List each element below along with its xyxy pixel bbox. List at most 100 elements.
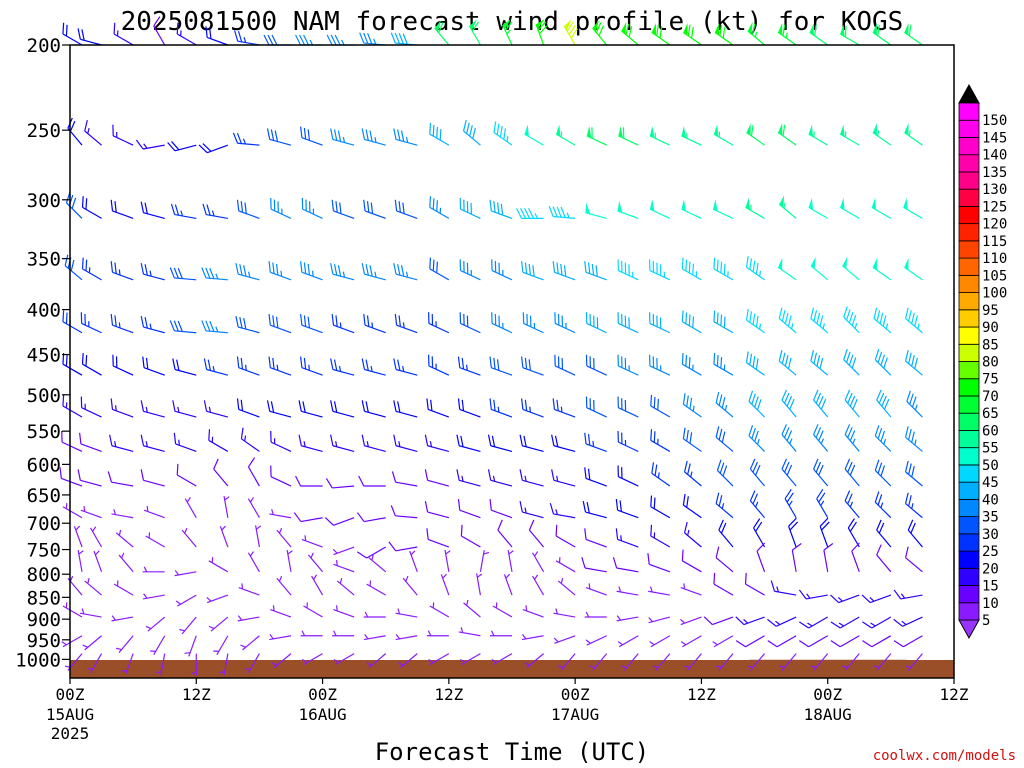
- wind-barb: [781, 458, 797, 487]
- wind-barb: [361, 434, 386, 453]
- wind-barb: [713, 572, 734, 596]
- ground-segment: [401, 660, 434, 678]
- wind-barb: [330, 400, 355, 418]
- wind-barb: [208, 429, 229, 452]
- wind-barb: [617, 312, 639, 334]
- wind-barb: [904, 460, 923, 487]
- wind-barb: [458, 627, 481, 637]
- wind-barb: [112, 354, 134, 376]
- wind-barb: [521, 261, 544, 281]
- wind-barb: [748, 390, 765, 418]
- wind-barb: [301, 197, 323, 219]
- wind-barb: [426, 528, 450, 548]
- wind-barb: [904, 123, 923, 146]
- wind-barb: [904, 307, 923, 334]
- wind-barb: [424, 469, 450, 487]
- wind-barb: [90, 526, 103, 548]
- wind-barb: [311, 574, 324, 596]
- colorbar-swatch: [958, 361, 980, 380]
- wind-barb: [80, 312, 102, 334]
- wind-barb: [532, 551, 545, 573]
- wind-barb: [507, 550, 514, 572]
- ground-segment: [70, 660, 86, 678]
- y-tick-label: 500: [27, 385, 61, 407]
- wind-barb: [333, 605, 355, 618]
- wind-barb: [388, 541, 418, 552]
- wind-barb: [649, 312, 671, 334]
- wind-barb: [777, 257, 797, 281]
- colorbar-label: 125: [982, 199, 1007, 215]
- x-tick-label: 00Z: [56, 685, 85, 704]
- x-tick-date: 16AUG: [298, 705, 346, 724]
- wind-barb: [516, 208, 544, 220]
- wind-barb: [528, 519, 545, 548]
- wind-barb: [784, 489, 797, 519]
- colorbar-label: 75: [982, 372, 999, 388]
- credit-text: coolwx.com/models: [873, 748, 1016, 764]
- plot-background: [70, 45, 954, 678]
- wind-barb: [358, 475, 386, 487]
- wind-barb: [456, 469, 481, 487]
- wind-barb: [554, 354, 576, 376]
- wind-barb: [532, 574, 545, 596]
- colorbar-label: 65: [982, 406, 999, 422]
- wind-barb: [648, 586, 670, 596]
- colorbar-swatch: [958, 464, 980, 483]
- wind-barb: [893, 589, 923, 600]
- wind-barb: [615, 499, 639, 519]
- x-tick-label: 12Z: [687, 685, 716, 704]
- y-tick-label: 200: [27, 35, 61, 57]
- wind-barb: [330, 358, 355, 376]
- y-tick-label: 950: [27, 630, 61, 652]
- y-tick-label: 350: [27, 249, 61, 271]
- wind-barb: [778, 307, 797, 334]
- wind-barb: [113, 580, 134, 596]
- wind-barb: [109, 434, 134, 453]
- ground-segment: [780, 659, 812, 678]
- wind-barb: [823, 542, 834, 572]
- wind-barb: [363, 611, 386, 618]
- wind-barb: [584, 432, 607, 452]
- wind-barb: [490, 630, 512, 637]
- ground-segment: [85, 660, 118, 678]
- wind-barb: [810, 256, 829, 281]
- wind-barb: [872, 257, 892, 281]
- y-tick-label: 300: [27, 190, 61, 212]
- wind-barb: [810, 350, 829, 376]
- wind-barb: [904, 257, 923, 281]
- ground-segment: [843, 659, 876, 678]
- wind-barb: [519, 434, 544, 453]
- wind-barb: [715, 492, 734, 519]
- wind-barb: [270, 605, 292, 618]
- wind-barb: [712, 635, 734, 648]
- wind-barb: [903, 197, 923, 219]
- wind-barb: [266, 128, 292, 146]
- wind-barb: [409, 550, 418, 573]
- wind-barb: [460, 524, 481, 548]
- wind-barb: [808, 124, 829, 146]
- wind-barb: [489, 199, 513, 219]
- wind-barb: [269, 509, 292, 519]
- wind-barb: [813, 458, 829, 487]
- wind-barb: [121, 653, 134, 675]
- wind-barb: [874, 425, 892, 452]
- ground-segment: [906, 660, 939, 678]
- wind-barb: [548, 205, 576, 220]
- wind-barb: [77, 550, 84, 572]
- wind-barb: [680, 635, 702, 648]
- wind-barb: [746, 123, 765, 146]
- wind-barb: [549, 503, 576, 519]
- colorbar-swatch: [958, 585, 980, 604]
- wind-barb: [363, 314, 386, 334]
- wind-barb: [368, 554, 387, 573]
- wind-barb: [777, 23, 797, 46]
- colorbar-label: 110: [982, 251, 1007, 267]
- wind-barb: [681, 549, 702, 573]
- wind-barb: [649, 259, 671, 281]
- wind-barb: [236, 356, 260, 376]
- wind-barb: [143, 505, 165, 519]
- wind-barb: [205, 26, 229, 46]
- wind-barb: [874, 459, 892, 487]
- wind-barb: [585, 396, 607, 418]
- colorbar-label: 105: [982, 268, 1007, 284]
